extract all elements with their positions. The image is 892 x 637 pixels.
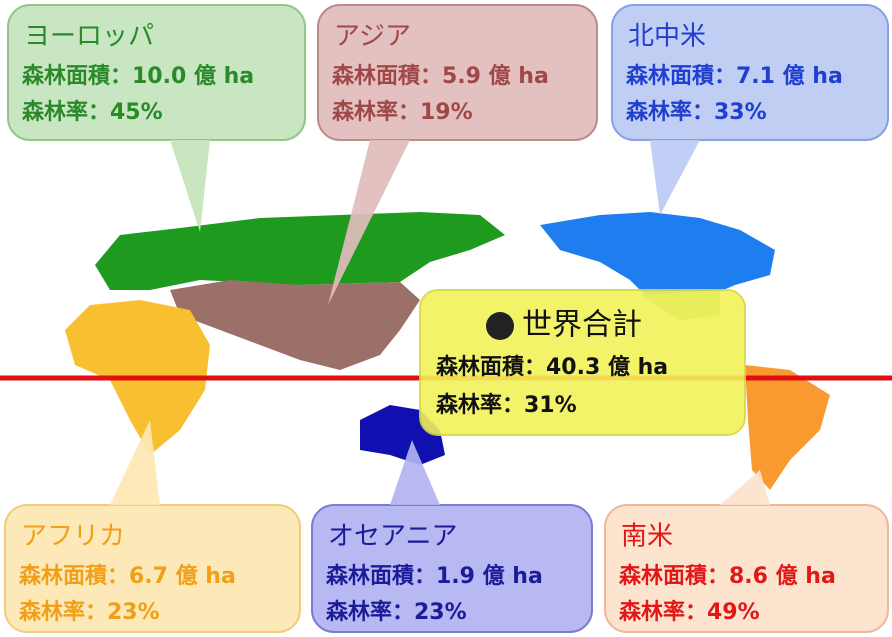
forest-area: 森林面積：5.9 億 ha — [332, 63, 549, 89]
forest-area: 森林面積：40.3 億 ha — [436, 354, 668, 380]
asia-land — [170, 280, 420, 370]
callout-tail — [110, 420, 160, 505]
callout-box — [311, 504, 593, 633]
forest-area: 森林面積：8.6 億 ha — [619, 563, 836, 589]
forest-area: 森林面積：7.1 億 ha — [626, 63, 843, 89]
forest-rate: 森林率：33% — [626, 99, 767, 125]
region-name: オセアニア — [328, 522, 457, 552]
globe-icon — [486, 312, 514, 340]
region-name: アフリカ — [21, 522, 125, 552]
forest-area: 森林面積：6.7 億 ha — [19, 563, 236, 589]
forest-area: 森林面積：10.0 億 ha — [22, 63, 254, 89]
world-title: 世界合計 — [522, 308, 642, 343]
forest-rate: 森林率：31% — [436, 392, 577, 418]
region-name: 北中米 — [628, 22, 706, 52]
callout-box — [611, 4, 889, 141]
forest-rate: 森林率：45% — [22, 99, 163, 125]
callout-tail — [720, 470, 770, 505]
callout-tail — [328, 140, 410, 305]
south-america-land — [745, 365, 830, 490]
forest-area: 森林面積：1.9 億 ha — [326, 563, 543, 589]
callout-box — [317, 4, 598, 141]
callout-tail — [650, 140, 700, 215]
callout-tail — [170, 140, 210, 232]
forest-rate: 森林率：49% — [619, 599, 760, 625]
forest-rate: 森林率：23% — [19, 599, 160, 625]
region-name: 南米 — [621, 522, 673, 552]
region-name: アジア — [334, 22, 411, 52]
europe-land — [95, 212, 505, 290]
callout-tail — [390, 440, 440, 505]
region-name: ヨーロッパ — [24, 22, 154, 52]
forest-rate: 森林率：19% — [332, 99, 473, 125]
callout-box — [7, 4, 306, 141]
forest-rate: 森林率：23% — [326, 599, 467, 625]
